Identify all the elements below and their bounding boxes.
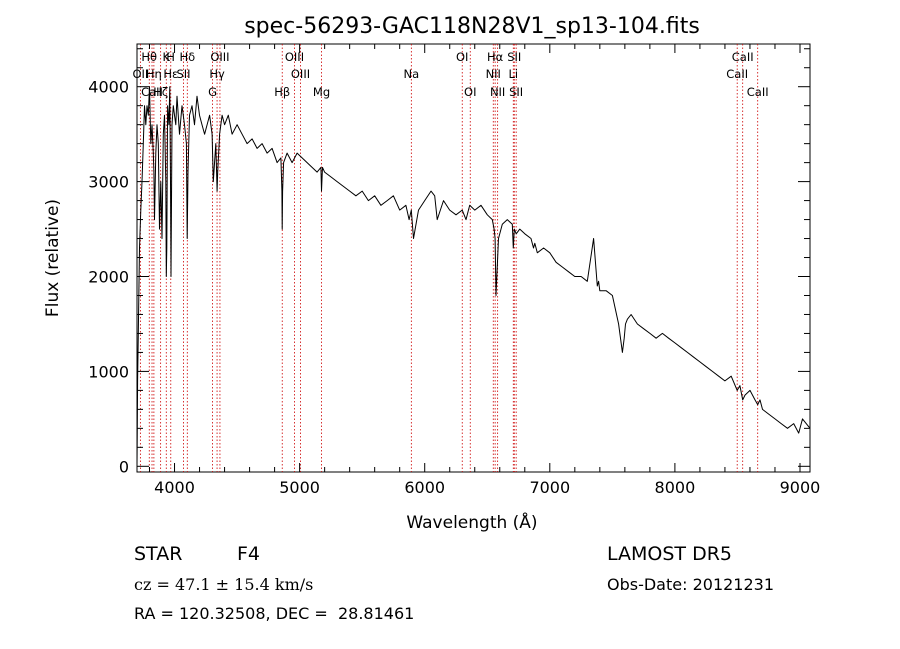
line-label: OIII [291,67,310,81]
line-label: CaII [141,85,163,99]
line-label: G [208,85,217,99]
line-label: SII [507,50,521,64]
line-label: CaII [726,67,748,81]
line-label: NII [486,67,501,81]
x-axis-title: Wavelength (Å) [406,511,537,533]
x-tick-label: 8000 [655,478,696,497]
line-label: Hδ [179,50,195,64]
x-axis-ticks: 4000 5000 6000 7000 8000 9000 [149,44,821,497]
line-label: Hζ [153,85,168,99]
emission-line-markers [139,44,759,472]
plot-frame [136,43,811,473]
y-tick-label: 4000 [88,78,129,97]
line-label: SII [509,85,523,99]
redshift-cz: cz = 47.1 ± 15.4 km/s [134,575,313,594]
x-tick-label: 5000 [279,478,320,497]
line-label: OIII [210,50,229,64]
line-label: SII [176,67,190,81]
line-label: Hβ [274,85,290,99]
line-label: Hη [146,67,162,81]
survey-label: LAMOST DR5 [607,543,732,565]
x-tick-label: 9000 [780,478,821,497]
x-tick-label: 7000 [529,478,570,497]
line-label: Na [404,67,420,81]
y-tick-label: 3000 [88,173,129,192]
y-tick-label: 2000 [88,268,129,287]
y-axis-title: Flux (relative) [43,199,63,317]
line-label: OIII [285,50,304,64]
object-class: STAR [134,543,182,565]
y-tick-label: 0 [119,457,129,476]
line-label: OI [456,50,468,64]
line-label: H [166,50,175,64]
object-subclass: F4 [237,543,260,565]
chart-title: spec-56293-GAC118N28V1_sp13-104.fits [244,14,700,39]
line-label: OII [132,67,148,81]
line-label: OI [464,85,476,99]
x-tick-label: 6000 [404,478,445,497]
line-label: Hε [163,67,178,81]
line-label: Li [508,67,518,81]
line-label: Mg [313,85,330,99]
ra-dec-coordinates: RA = 120.32508, DEC = 28.81461 [134,604,414,623]
observation-date: Obs-Date: 20121231 [607,575,774,594]
line-label: CaII [732,50,754,64]
line-label: Hθ [141,50,157,64]
line-label: NII [490,85,505,99]
spectrum-line [136,86,811,467]
y-axis-ticks: 0 1000 2000 3000 4000 [88,48,810,476]
x-tick-label: 4000 [154,478,195,497]
y-tick-label: 1000 [88,362,129,381]
line-label: K [162,50,170,64]
line-label: Hγ [209,67,225,81]
line-label: Hα [487,50,504,64]
line-label: CaII [747,85,769,99]
